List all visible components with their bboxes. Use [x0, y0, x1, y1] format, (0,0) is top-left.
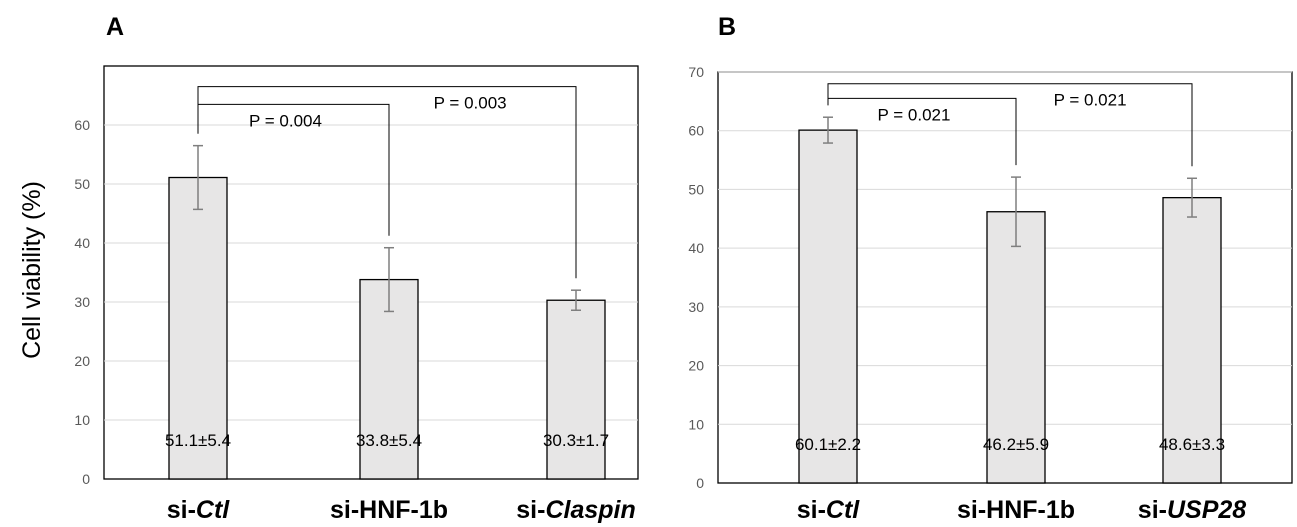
panel-b-bar: [798, 129, 858, 484]
panel-a-category-prefix: si-: [167, 496, 196, 524]
panel-b-p-value-label: P = 0.021: [878, 105, 951, 124]
panel-a-category-label: si-Claspin: [516, 496, 635, 524]
panel-a-category-label: si-HNF-1b: [330, 496, 448, 524]
panel-b-bar: [986, 211, 1046, 484]
panel-a-p-value-label: P = 0.004: [249, 111, 322, 130]
panel-b-y-tick-label: 20: [688, 358, 704, 374]
panel-b-category-label: si-Ctl: [797, 496, 861, 524]
panel-a-y-tick-label: 10: [74, 412, 90, 428]
panel-a-category-prefix: si-: [516, 496, 545, 524]
panel-b-significance-bracket: [827, 83, 1193, 167]
panel-a-y-tick-label: 20: [74, 353, 90, 369]
panel-b-label: B: [718, 13, 736, 41]
panel-a-y-axis-label: Cell viability (%): [18, 181, 46, 359]
panel-b-category-gene: Ctl: [826, 496, 860, 524]
panel-b-category-gene: USP28: [1167, 496, 1246, 524]
panel-b-category-label: si-USP28: [1138, 496, 1246, 524]
panel-b-bar: [1162, 196, 1222, 484]
panel-a-chart: 0 10 20 30 40 50 60 A Cell viability (%) 51.1±5.4…: [18, 13, 639, 524]
panel-b-category-prefix: si-: [797, 496, 826, 524]
panel-a-category-gene: Ctl: [196, 496, 230, 524]
panel-b-y-tick-label: 60: [688, 123, 704, 139]
panel-a-category-prefix: si-HNF-1b: [330, 496, 448, 524]
panel-a-y-tick-label: 50: [74, 176, 90, 192]
panel-a-p-value-label: P = 0.003: [434, 94, 507, 113]
panel-a-y-tick-label: 30: [74, 294, 90, 310]
panel-b-data-label: 48.6±3.3: [1159, 435, 1225, 454]
panel-b-category-prefix: si-: [1138, 496, 1167, 524]
panel-b-y-tick-label: 70: [688, 64, 704, 80]
panel-b-category-label: si-HNF-1b: [957, 496, 1075, 524]
panel-b-y-tick-label: 40: [688, 240, 704, 256]
panel-a-label: A: [106, 13, 124, 41]
panel-b-y-tick-label: 50: [688, 181, 704, 197]
panel-b-p-value-label: P = 0.021: [1054, 91, 1127, 110]
panel-b-y-tick-label: 30: [688, 299, 704, 315]
panel-b-category-prefix: si-HNF-1b: [957, 496, 1075, 524]
panel-b-data-label: 60.1±2.2: [795, 435, 861, 454]
panel-b-y-tick-label: 0: [696, 475, 704, 491]
panel-a-category-gene: Claspin: [545, 496, 635, 524]
panel-a-bar: [546, 299, 606, 480]
panel-a-data-label: 51.1±5.4: [165, 431, 231, 450]
panel-a-y-tick-label: 0: [82, 471, 90, 487]
panel-b-data-label: 46.2±5.9: [983, 435, 1049, 454]
panel-a-data-label: 30.3±1.7: [543, 431, 609, 450]
panel-a-bar: [359, 278, 419, 480]
panel-a-y-tick-label: 60: [74, 117, 90, 133]
panel-a-data-label: 33.8±5.4: [356, 431, 422, 450]
panel-a-bar: [168, 176, 228, 480]
panel-a-category-label: si-Ctl: [167, 496, 231, 524]
panel-a-y-tick-label: 40: [74, 235, 90, 251]
panel-a-significance-bracket: [197, 86, 577, 279]
panel-b-chart: 010203040506070B60.1±2.2si-Ctl46.2±5.9si…: [688, 13, 1293, 524]
panel-b-y-tick-label: 10: [688, 416, 704, 432]
